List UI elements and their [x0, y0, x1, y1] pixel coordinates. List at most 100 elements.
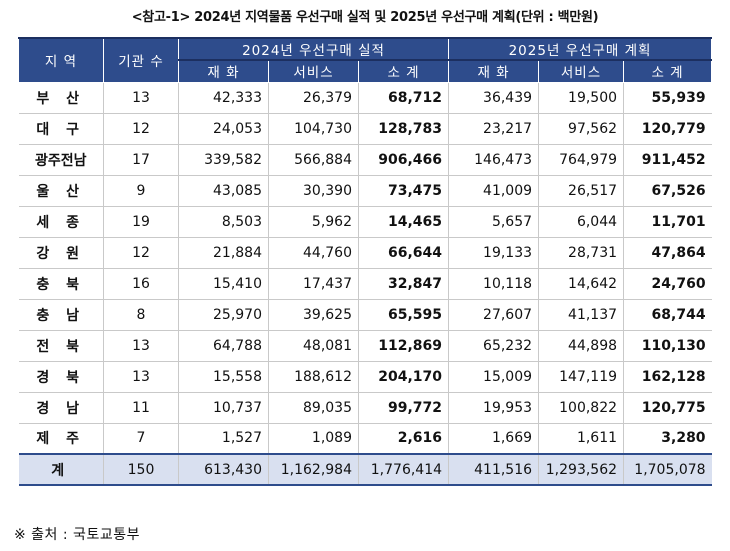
subtotal-2024-cell: 66,644 — [357, 236, 450, 269]
subtotal-2024-cell: 73,475 — [357, 174, 450, 207]
total-subtotal-2025: 1,705,078 — [623, 453, 712, 486]
agency-count-cell: 13 — [103, 81, 179, 114]
goods-2025-cell: 146,473 — [448, 143, 540, 176]
subtotal-2024-cell: 32,847 — [357, 267, 450, 300]
header-services-2024: 서비스 — [268, 59, 359, 83]
goods-2024-cell: 43,085 — [178, 174, 269, 207]
services-2025-cell: 6,044 — [538, 205, 625, 238]
subtotal-2024-cell: 99,772 — [357, 391, 450, 424]
subtotal-2025-cell: 120,779 — [623, 112, 712, 145]
region-cell: 경 북 — [18, 360, 104, 393]
source-note: ※ 출처 : 국토교통부 — [14, 527, 140, 543]
table-row: 광주전남 17 339,582 566,884 906,466 146,473 … — [18, 143, 712, 176]
subtotal-2025-cell: 24,760 — [623, 267, 712, 300]
goods-2024-cell: 15,410 — [178, 267, 269, 300]
table-title: <참고-1> 2024년 지역물품 우선구매 실적 및 2025년 우선구매 계… — [131, 10, 599, 25]
services-2025-cell: 764,979 — [538, 143, 625, 176]
header-goods-2024: 재 화 — [178, 59, 269, 83]
agency-count-cell: 13 — [103, 329, 179, 362]
subtotal-2025-cell: 55,939 — [623, 81, 712, 114]
services-2024-cell: 30,390 — [268, 174, 359, 207]
goods-2025-cell: 65,232 — [448, 329, 540, 362]
purchase-table: 지 역 기관 수 2024년 우선구매 실적 2025년 우선구매 계획 재 화… — [18, 37, 713, 486]
goods-2024-cell: 15,558 — [178, 360, 269, 393]
goods-2025-cell: 5,657 — [448, 205, 540, 238]
services-2024-cell: 5,962 — [268, 205, 359, 238]
goods-2025-cell: 36,439 — [448, 81, 540, 114]
subtotal-2024-cell: 204,170 — [357, 360, 450, 393]
table-row: 부 산 13 42,333 26,379 68,712 36,439 19,50… — [18, 81, 712, 114]
goods-2025-cell: 19,133 — [448, 236, 540, 269]
subtotal-2024-cell: 906,466 — [357, 143, 450, 176]
header-services-2025: 서비스 — [538, 59, 625, 83]
subtotal-2024-cell: 128,783 — [357, 112, 450, 145]
region-cell: 전 북 — [18, 329, 104, 362]
region-cell: 대 구 — [18, 112, 104, 145]
region-cell: 강 원 — [18, 236, 104, 269]
goods-2025-cell: 1,669 — [448, 422, 540, 455]
table-row: 경 남 11 10,737 89,035 99,772 19,953 100,8… — [18, 391, 712, 424]
services-2025-cell: 41,137 — [538, 298, 625, 331]
subtotal-2024-cell: 14,465 — [357, 205, 450, 238]
table-row: 세 종 19 8,503 5,962 14,465 5,657 6,044 11… — [18, 205, 712, 238]
services-2025-cell: 28,731 — [538, 236, 625, 269]
services-2024-cell: 26,379 — [268, 81, 359, 114]
region-cell: 세 종 — [18, 205, 104, 238]
services-2025-cell: 19,500 — [538, 81, 625, 114]
services-2025-cell: 1,611 — [538, 422, 625, 455]
total-subtotal-2024: 1,776,414 — [357, 453, 450, 486]
subtotal-2025-cell: 120,775 — [623, 391, 712, 424]
services-2025-cell: 26,517 — [538, 174, 625, 207]
services-2024-cell: 39,625 — [268, 298, 359, 331]
services-2024-cell: 44,760 — [268, 236, 359, 269]
goods-2024-cell: 1,527 — [178, 422, 269, 455]
services-2024-cell: 1,089 — [268, 422, 359, 455]
header-region: 지 역 — [18, 37, 104, 83]
subtotal-2025-cell: 67,526 — [623, 174, 712, 207]
table-row: 강 원 12 21,884 44,760 66,644 19,133 28,73… — [18, 236, 712, 269]
table-row: 경 북 13 15,558 188,612 204,170 15,009 147… — [18, 360, 712, 393]
header-group-2024: 2024년 우선구매 실적 — [177, 37, 450, 61]
goods-2025-cell: 15,009 — [448, 360, 540, 393]
subtotal-2025-cell: 162,128 — [623, 360, 712, 393]
services-2024-cell: 17,437 — [268, 267, 359, 300]
header-agency-count: 기관 수 — [103, 37, 179, 83]
subtotal-2024-cell: 65,595 — [357, 298, 450, 331]
services-2024-cell: 104,730 — [268, 112, 359, 145]
subtotal-2024-cell: 112,869 — [357, 329, 450, 362]
agency-count-cell: 17 — [103, 143, 179, 176]
subtotal-2025-cell: 110,130 — [623, 329, 712, 362]
region-cell: 충 남 — [18, 298, 104, 331]
table-row: 제 주 7 1,527 1,089 2,616 1,669 1,611 3,28… — [18, 422, 712, 455]
header-subtotal-2024: 소 계 — [357, 59, 450, 83]
agency-count-cell: 11 — [103, 391, 179, 424]
agency-count-cell: 16 — [103, 267, 179, 300]
services-2024-cell: 566,884 — [268, 143, 359, 176]
services-2025-cell: 97,562 — [538, 112, 625, 145]
header-group-2025: 2025년 우선구매 계획 — [448, 37, 713, 61]
subtotal-2024-cell: 68,712 — [357, 81, 450, 114]
header-row-1: 지 역 기관 수 2024년 우선구매 실적 2025년 우선구매 계획 — [18, 37, 713, 83]
total-services-2025: 1,293,562 — [538, 453, 625, 486]
goods-2024-cell: 25,970 — [178, 298, 269, 331]
agency-count-cell: 7 — [103, 422, 179, 455]
goods-2024-cell: 8,503 — [178, 205, 269, 238]
region-cell: 충 북 — [18, 267, 104, 300]
subtotal-2025-cell: 3,280 — [623, 422, 712, 455]
table-row: 전 북 13 64,788 48,081 112,869 65,232 44,8… — [18, 329, 712, 362]
table-row: 대 구 12 24,053 104,730 128,783 23,217 97,… — [18, 112, 712, 145]
table-row: 울 산 9 43,085 30,390 73,475 41,009 26,517… — [18, 174, 712, 207]
total-label: 계 — [18, 453, 104, 486]
subtotal-2025-cell: 47,864 — [623, 236, 712, 269]
agency-count-cell: 12 — [103, 112, 179, 145]
services-2025-cell: 14,642 — [538, 267, 625, 300]
table-row: 충 북 16 15,410 17,437 32,847 10,118 14,64… — [18, 267, 712, 300]
goods-2024-cell: 339,582 — [178, 143, 269, 176]
region-cell: 광주전남 — [18, 143, 104, 176]
total-goods-2024: 613,430 — [178, 453, 269, 486]
subtotal-2024-cell: 2,616 — [357, 422, 450, 455]
services-2025-cell: 100,822 — [538, 391, 625, 424]
region-cell: 제 주 — [18, 422, 104, 455]
goods-2025-cell: 10,118 — [448, 267, 540, 300]
region-cell: 울 산 — [18, 174, 104, 207]
